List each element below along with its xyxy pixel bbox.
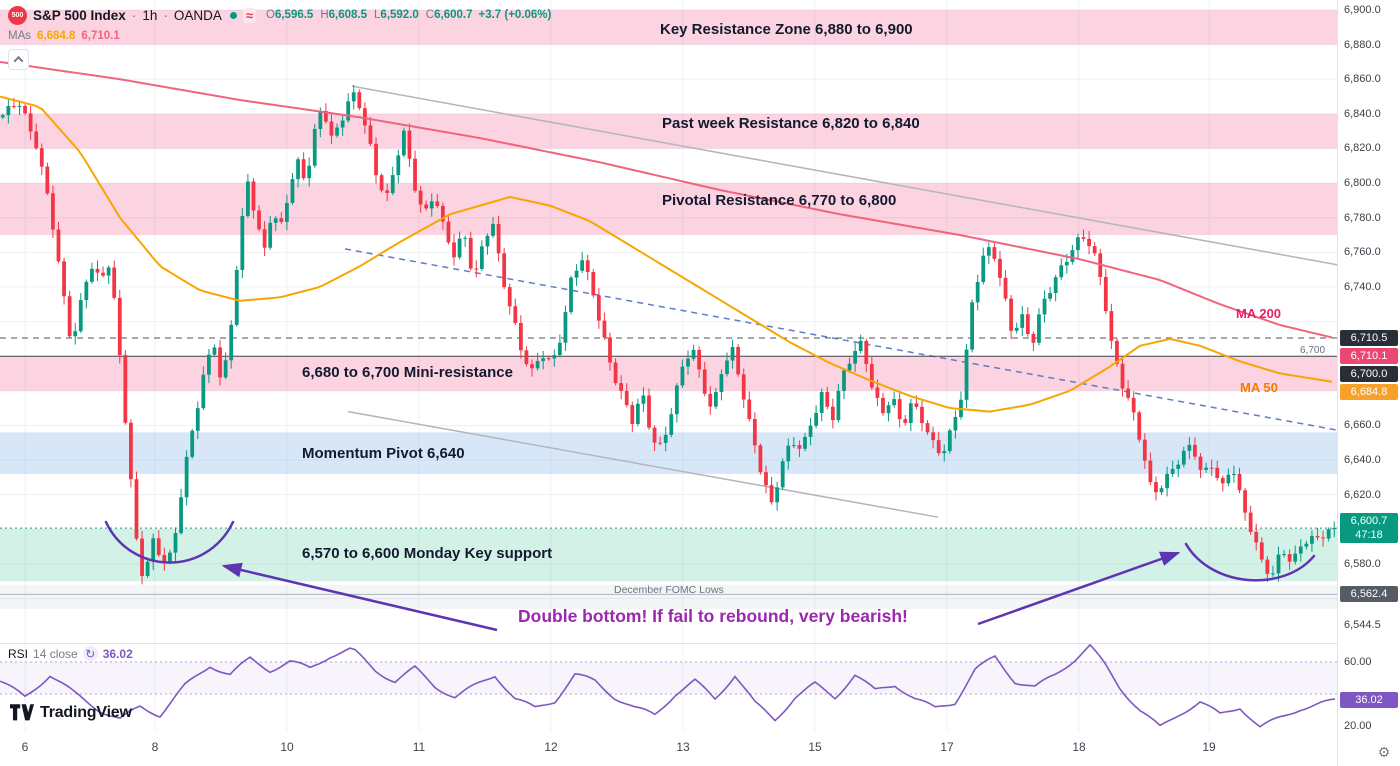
ohlc-values: O6,596.5 H6,608.5 L6,592.0 C6,600.7 [266, 9, 472, 21]
chart-annotation: Pivotal Resistance 6,770 to 6,800 [662, 192, 897, 209]
price-label: 6,620.0 [1344, 488, 1381, 501]
price-tag: 6,710.5 [1340, 330, 1398, 347]
price-label: 6,544.5 [1344, 619, 1381, 632]
chevron-up-icon [13, 55, 24, 66]
rsi-legend[interactable]: RSI 14 close ↻ 36.02 [8, 646, 133, 661]
change-value: +3.7 (+0.06%) [478, 9, 552, 21]
price-scale[interactable]: 6,900.0 6,880.0 6,860.0 6,840.0 6,820.0 6,800… [1337, 0, 1400, 766]
chart-annotation: 6,700 [1300, 345, 1326, 356]
axis-settings-gear-icon[interactable]: ⚙ [1377, 743, 1391, 760]
legend-separator: · [163, 7, 168, 23]
rsi-layer [0, 644, 1337, 728]
price-label: 6,780.0 [1344, 211, 1381, 224]
collapse-legend-button[interactable] [8, 49, 29, 70]
chart-annotation: December FOMC Lows [614, 584, 724, 596]
chart-annotation: Momentum Pivot 6,640 [302, 445, 465, 462]
chart-annotation: Past week Resistance 6,820 to 6,840 [662, 115, 920, 132]
time-axis[interactable]: 6 8 10 11 12 13 15 17 18 19 [0, 731, 1337, 766]
price-tag: 6,684.8 [1340, 384, 1398, 401]
price-tag: 6,600.7 47:18 [1340, 513, 1398, 544]
chart-annotation: Double bottom! If fail to rebound, very … [518, 606, 908, 626]
price-label: 6,740.0 [1344, 280, 1381, 293]
rsi-value: 36.02 [102, 646, 133, 661]
time-label: 15 [808, 740, 822, 754]
ohlc-item: C6,600.7 [425, 9, 473, 21]
delayed-data-icon[interactable]: ≈ [242, 7, 256, 23]
price-label: 6,840.0 [1344, 107, 1381, 120]
price-label: 6,800.0 [1344, 177, 1381, 190]
price-tag: 6,700.0 [1340, 366, 1398, 383]
price-label: 6,660.0 [1344, 419, 1381, 432]
price-label: 6,580.0 [1344, 557, 1381, 570]
time-label: 10 [280, 740, 294, 754]
tradingview-watermark[interactable]: TradingView [10, 703, 132, 722]
time-label: 12 [544, 740, 558, 754]
price-tag: 6,562.4 [1340, 586, 1398, 603]
tradingview-wordmark: TradingView [40, 703, 132, 721]
price-label: 6,900.0 [1344, 4, 1381, 16]
price-label: 6,860.0 [1344, 73, 1381, 86]
pane-separator[interactable] [0, 643, 1400, 644]
price-tag: 6,710.1 [1340, 348, 1398, 365]
chart-annotation: Key Resistance Zone 6,880 to 6,900 [660, 21, 913, 38]
rsi-params: 14 close [33, 646, 78, 661]
price-label: 6,820.0 [1344, 142, 1381, 155]
ma200-value: 6,710.1 [81, 30, 120, 42]
candlestick-chart[interactable] [0, 0, 1337, 731]
time-label: 18 [1072, 740, 1086, 754]
ohlc-item: H6,608.5 [320, 9, 368, 21]
market-status-icon[interactable] [229, 11, 237, 19]
chart-annotation: MA 200 [1236, 306, 1282, 321]
timeframe[interactable]: 1h [142, 7, 158, 23]
instrument-logo: 500 [8, 5, 27, 25]
price-label: 6,760.0 [1344, 246, 1381, 259]
symbol-name[interactable]: S&P 500 Index [33, 7, 126, 23]
tradingview-logo-icon [10, 704, 34, 721]
legend-separator: · [131, 7, 137, 23]
time-label: 19 [1202, 740, 1216, 754]
time-label: 8 [151, 740, 159, 754]
chart-annotation: 6,680 to 6,700 Mini-resistance [302, 364, 513, 381]
ohlc-item: O6,596.5 [266, 9, 314, 21]
price-label: 6,640.0 [1344, 454, 1381, 467]
rsi-source-icon[interactable]: ↻ [82, 646, 98, 661]
candles-layer [0, 84, 1337, 585]
ma50-value: 6,684.8 [37, 30, 76, 42]
rsi-scale-label: 20.00 [1344, 720, 1372, 732]
chart-annotation: 6,570 to 6,600 Monday Key support [302, 545, 553, 562]
ma-legend[interactable]: MAs 6,684.8 6,710.1 [8, 30, 551, 42]
rsi-value-tag: 36.02 [1340, 692, 1398, 709]
mas-label: MAs [8, 30, 31, 42]
time-label: 13 [676, 740, 690, 754]
time-label: 17 [940, 740, 954, 754]
rsi-scale-label: 60.00 [1344, 656, 1372, 668]
ohlc-item: L6,592.0 [374, 9, 419, 21]
chart-annotation: MA 50 [1240, 380, 1278, 395]
symbol-legend: 500 S&P 500 Index · 1h · OANDA ≈ O6,596.… [8, 5, 551, 70]
rsi-label: RSI [8, 646, 29, 661]
exchange[interactable]: OANDA [173, 7, 222, 23]
price-label: 6,880.0 [1344, 38, 1381, 51]
time-label: 6 [21, 740, 29, 754]
time-label: 11 [412, 740, 426, 754]
